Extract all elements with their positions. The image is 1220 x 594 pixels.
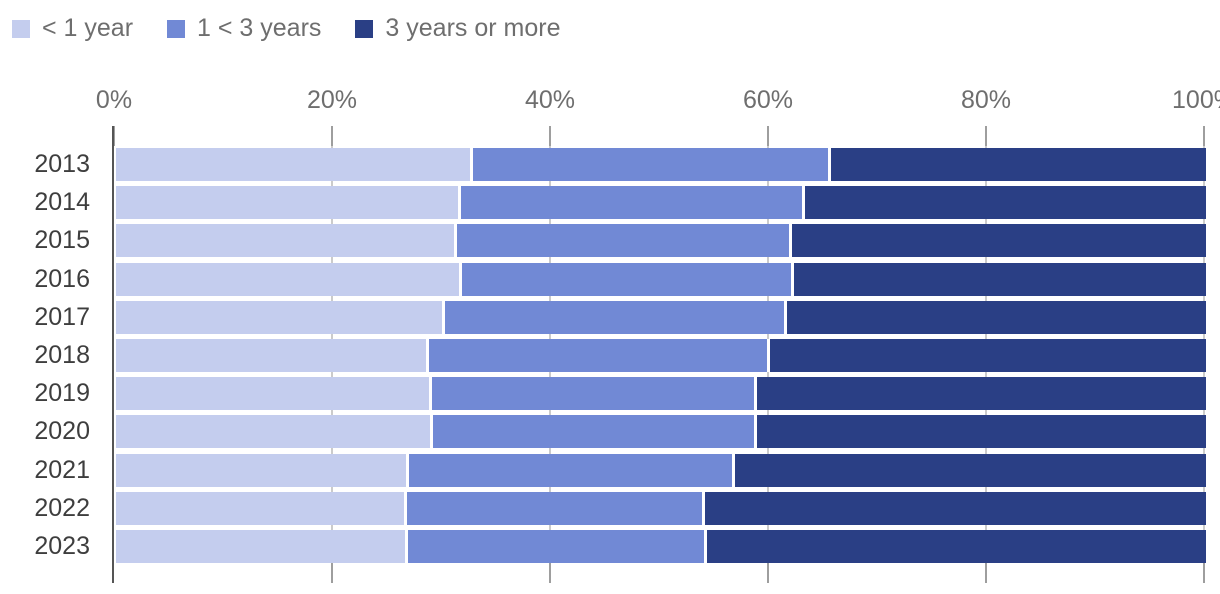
year-label-2015: 2015 [34, 226, 90, 255]
x-axis-bottom-tick-20% [331, 563, 333, 583]
bar-row-2015 [116, 224, 1206, 258]
x-axis-bottom-tick-40% [549, 563, 551, 583]
x-axis-top-tick-20% [331, 126, 333, 146]
bar-segment-2016-3-years-or-more[interactable] [790, 262, 1206, 296]
year-label-2017: 2017 [34, 302, 90, 331]
bar-row-2019 [116, 377, 1206, 411]
bar-segment-2021--1-year[interactable] [116, 453, 406, 487]
year-label-2022: 2022 [34, 493, 90, 522]
bar-row-2021 [116, 453, 1206, 487]
x-axis-bottom-tick-80% [985, 563, 987, 583]
bar-row-2023 [116, 530, 1206, 563]
x-axis-top-tick-40% [549, 126, 551, 146]
bar-row-2013 [116, 148, 1206, 181]
x-axis-top-tick-100% [1203, 126, 1205, 146]
bar-row-2022 [116, 491, 1206, 525]
bar-segment-2021-1-3-years[interactable] [405, 453, 732, 487]
bar-segment-2015--1-year[interactable] [116, 224, 454, 258]
bar-segment-2019-1-3-years[interactable] [428, 377, 754, 411]
x-axis-label-20%: 20% [306, 86, 358, 114]
legend-swatch-3-years-or-more-icon [355, 19, 374, 38]
x-axis-label-100%: 100% [1172, 86, 1220, 114]
legend-label-lt-1-year: < 1 year [42, 14, 134, 42]
year-label-2023: 2023 [34, 532, 90, 560]
x-axis-label-80%: 80% [960, 86, 1012, 114]
bar-segment-2017-3-years-or-more[interactable] [784, 300, 1206, 334]
bar-segment-2022-1-3-years[interactable] [403, 491, 703, 525]
bar-segment-2022-3-years-or-more[interactable] [702, 491, 1206, 525]
year-label-2014: 2014 [34, 188, 90, 217]
legend-item-1-3-years: 1 < 3 years [167, 14, 321, 43]
legend-swatch-lt-1-year-icon [12, 19, 30, 38]
bar-segment-2020--1-year[interactable] [116, 415, 430, 449]
bar-segment-2014-3-years-or-more[interactable] [801, 186, 1206, 220]
bar-segment-2016--1-year[interactable] [116, 262, 460, 296]
year-label-2016: 2016 [34, 264, 90, 293]
year-label-2020: 2020 [34, 417, 90, 446]
year-label-2021: 2021 [34, 455, 90, 484]
bar-segment-2014-1-3-years[interactable] [458, 186, 802, 220]
x-axis-top-tick-0% [113, 126, 115, 146]
year-label-2018: 2018 [34, 341, 90, 369]
bar-segment-2014--1-year[interactable] [116, 186, 459, 220]
bar-segment-2013-3-years-or-more[interactable] [827, 148, 1206, 181]
bar-row-2020 [116, 415, 1206, 449]
legend-label-1-3-years: 1 < 3 years [197, 14, 322, 42]
bar-segment-2023--1-year[interactable] [116, 530, 405, 563]
bar-segment-2018-1-3-years[interactable] [425, 339, 767, 372]
bar-segment-2013--1-year[interactable] [116, 148, 471, 181]
bar-segment-2022--1-year[interactable] [116, 491, 404, 525]
bar-segment-2016-1-3-years[interactable] [459, 262, 791, 296]
bar-segment-2015-1-3-years[interactable] [453, 224, 789, 258]
legend-swatch-1-3-years-icon [167, 19, 186, 38]
bar-row-2018 [116, 339, 1206, 372]
bar-segment-2015-3-years-or-more[interactable] [788, 224, 1206, 258]
x-axis-bottom-tick-60% [767, 563, 769, 583]
chart-legend: < 1 year 1 < 3 years 3 years or more [12, 14, 560, 43]
bar-row-2017 [116, 300, 1206, 334]
legend-label-3-years-or-more: 3 years or more [385, 14, 561, 42]
bar-row-2014 [116, 186, 1206, 220]
year-label-2019: 2019 [34, 379, 90, 408]
bar-segment-2020-3-years-or-more[interactable] [753, 415, 1206, 449]
bar-segment-2017-1-3-years[interactable] [441, 300, 785, 334]
x-axis-top-tick-80% [985, 126, 987, 146]
y-axis-line [112, 126, 114, 583]
bar-segment-2018-3-years-or-more[interactable] [766, 339, 1206, 372]
x-axis-top-tick-60% [767, 126, 769, 146]
year-label-2013: 2013 [34, 150, 90, 178]
bar-segment-2019-3-years-or-more[interactable] [753, 377, 1206, 411]
x-axis-label-0%: 0% [95, 86, 133, 114]
bar-segment-2019--1-year[interactable] [116, 377, 429, 411]
bar-row-2016 [116, 262, 1206, 296]
x-axis-bottom-tick-100% [1203, 563, 1205, 583]
bar-segment-2017--1-year[interactable] [116, 300, 442, 334]
x-axis-label-40%: 40% [524, 86, 576, 114]
bar-segment-2020-1-3-years[interactable] [429, 415, 754, 449]
legend-item-lt-1-year: < 1 year [12, 14, 133, 43]
bar-segment-2018--1-year[interactable] [116, 339, 426, 372]
legend-item-3-years-or-more: 3 years or more [355, 14, 560, 43]
x-axis-label-60%: 60% [742, 86, 794, 114]
bar-segment-2013-1-3-years[interactable] [470, 148, 828, 181]
bar-segment-2023-3-years-or-more[interactable] [703, 530, 1206, 563]
bar-segment-2023-1-3-years[interactable] [404, 530, 704, 563]
bar-segment-2021-3-years-or-more[interactable] [731, 453, 1206, 487]
